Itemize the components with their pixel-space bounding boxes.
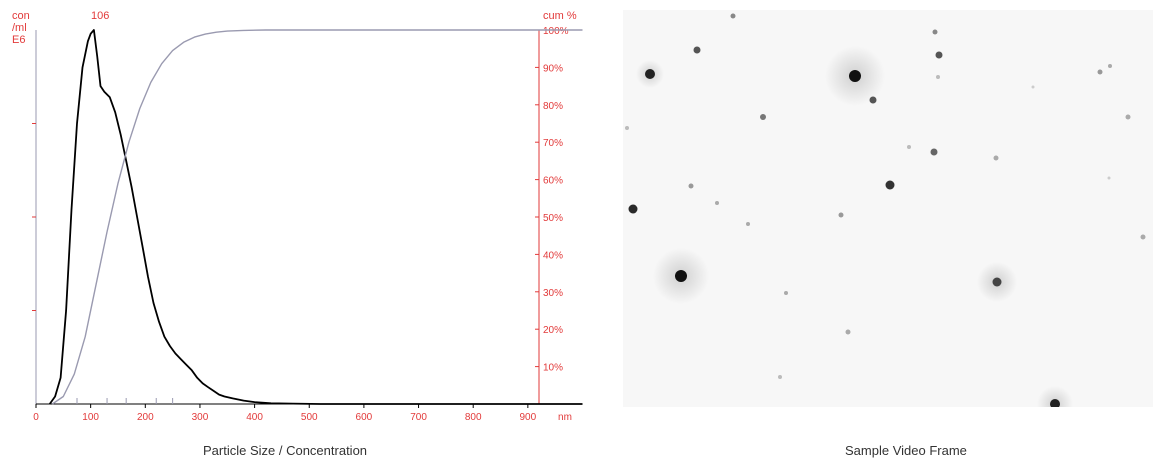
cumulative-series-line (52, 29, 583, 405)
left-axis-ticks (32, 123, 36, 311)
particle-halos (636, 46, 1073, 407)
right-tick-label: 60% (543, 176, 563, 187)
right-tick-label: 40% (543, 250, 563, 261)
left-axis-label-line2: /ml (12, 22, 27, 34)
concentration-series-line (48, 29, 583, 405)
right-tick-label: 20% (543, 325, 563, 336)
x-tick-label: 0 (33, 412, 39, 423)
right-tick-label: 50% (543, 213, 563, 224)
x-tick-label: 100 (82, 412, 99, 423)
left-axis-label-line1: con (12, 10, 30, 22)
right-tick-label: 90% (543, 63, 563, 74)
x-tick-label: 400 (246, 412, 263, 423)
left-axis-label-line3: E6 (12, 34, 25, 46)
right-axis-label: cum % (543, 10, 577, 22)
x-tick-label: 900 (520, 412, 537, 423)
right-tick-label: 100% (543, 26, 569, 37)
video-frame-background (623, 10, 1153, 407)
particles (625, 13, 1146, 407)
x-tick-label: 200 (137, 412, 154, 423)
right-tick-label: 80% (543, 101, 563, 112)
x-tick-label: 700 (410, 412, 427, 423)
sample-video-frame (623, 10, 1153, 407)
x-tick-label: 300 (192, 412, 209, 423)
series-layer (48, 29, 583, 405)
x-tick-label: 600 (356, 412, 373, 423)
chart-caption: Particle Size / Concentration (203, 443, 368, 458)
right-axis-ticks: 10% 20% 30% 40% 50% 60% 70% 80% 90% 100% (535, 26, 569, 374)
x-tick-label: 800 (465, 412, 482, 423)
x-unit-label: nm (558, 412, 572, 423)
x-tick-label: 500 (301, 412, 318, 423)
right-tick-label: 30% (543, 288, 563, 299)
peak-label: 106 (91, 10, 109, 22)
right-tick-label: 70% (543, 138, 563, 149)
video-frame-caption: Sample Video Frame (845, 443, 967, 458)
right-tick-label: 10% (543, 363, 563, 374)
x-axis-ticks: 0 100 200 300 400 500 600 700 800 900 (33, 398, 537, 423)
